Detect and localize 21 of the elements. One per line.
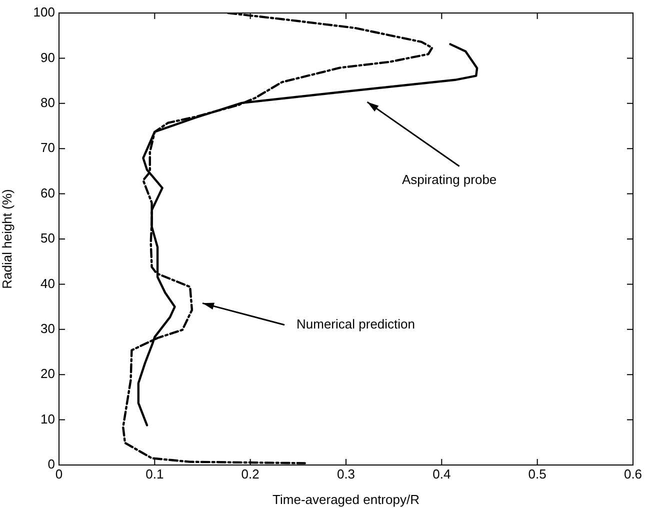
- x-axis-title: Time-averaged entropy/R: [272, 492, 420, 507]
- x-tick-label: 0.1: [146, 466, 164, 482]
- x-tick-label: 0.3: [336, 466, 356, 482]
- x-tick-label: 0.6: [624, 466, 642, 482]
- y-tick-label: 50: [40, 230, 55, 246]
- y-axis-title: Radial height (%): [0, 189, 14, 289]
- y-tick-label: 30: [40, 320, 55, 336]
- y-tick-label: 40: [40, 276, 55, 291]
- y-tick-label: 70: [40, 140, 55, 156]
- y-tick-label: 0: [48, 456, 55, 472]
- x-tick-label: 0.4: [432, 466, 451, 482]
- y-tick-label: 80: [40, 94, 55, 110]
- y-tick-label: 60: [40, 185, 55, 200]
- y-tick-label: 10: [40, 411, 55, 426]
- y-tick-label: 90: [40, 50, 55, 65]
- x-tick-label: 0.5: [528, 466, 546, 482]
- x-tick-label: 0.2: [241, 466, 260, 482]
- y-tick-label: 20: [40, 366, 55, 382]
- annotation: Aspirating probe: [402, 172, 497, 187]
- y-tick-label: 100: [33, 4, 55, 20]
- annotation: Numerical prediction: [296, 316, 416, 332]
